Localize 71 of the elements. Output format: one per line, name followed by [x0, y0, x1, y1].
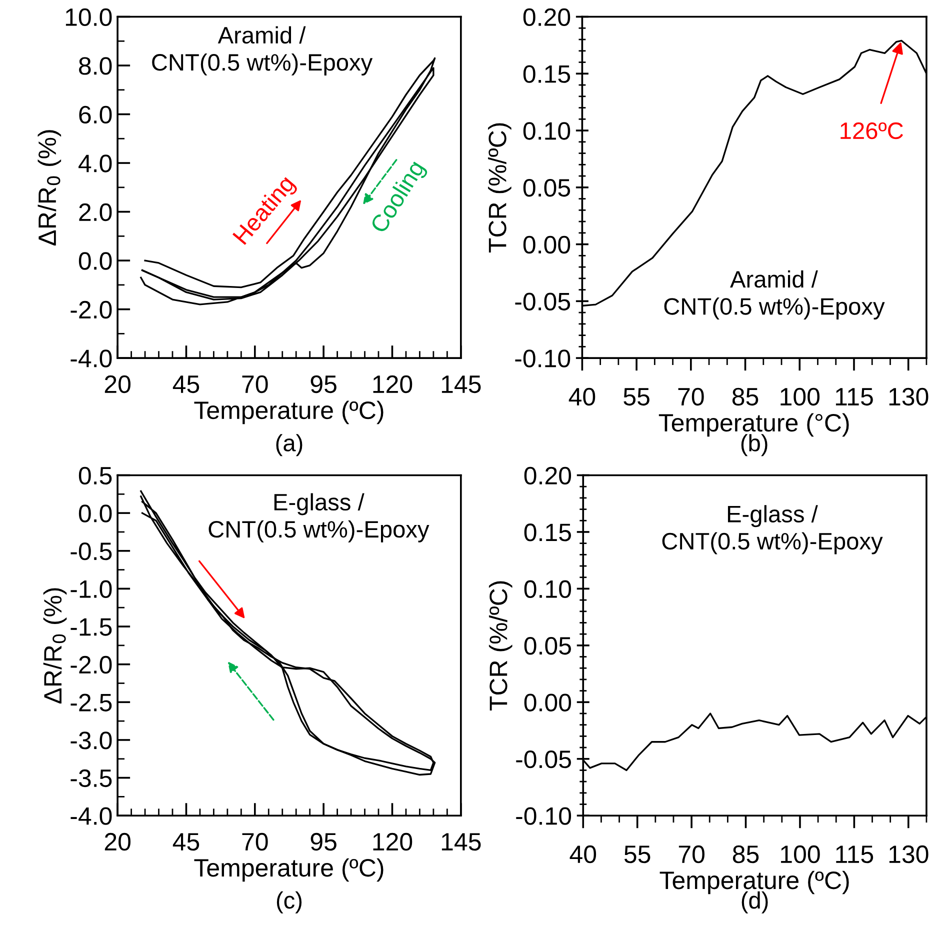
y-tick-label: -4.0 [70, 350, 112, 368]
text: (a) [276, 434, 302, 456]
x-tick-label: 20 [104, 375, 130, 394]
x-tick-label: 95 [310, 832, 336, 851]
annotation: E-glass / CNT(0.5 wt%)-Epoxy [662, 505, 883, 554]
x-tick-label: 45 [172, 376, 200, 394]
y-tick-label: 8.0 [79, 57, 112, 75]
annotation: 126ºC [840, 122, 904, 140]
x-tick-label: 40 [568, 388, 596, 406]
y-tick-label: -2.0 [70, 656, 112, 674]
y-axis-title: ΔR/R$_{0}$ (%) [43, 588, 67, 704]
y-tick-label: 0.5 [78, 466, 112, 485]
x-tick-label: 55 [624, 388, 650, 406]
y-tick-label: 6.0 [79, 106, 112, 124]
y-tick-label: -4.0 [70, 807, 112, 825]
y-tick-label: 0.0 [78, 252, 112, 270]
y-tick-label: -3.0 [70, 732, 112, 750]
x-tick-label: 120 [373, 832, 412, 851]
y-tick-label: -3.5 [70, 769, 112, 788]
x-tick-label: 40 [570, 845, 596, 864]
x-tick-label: 95 [310, 375, 336, 394]
y-axis-title: TCR (%/ºC) [488, 123, 512, 252]
y-tick-label: 0.05 [523, 178, 570, 197]
y-tick-label: 10.0 [66, 8, 112, 26]
x-tick-label: 55 [624, 846, 650, 864]
x-axis-title: Temperature (ºC) [194, 858, 384, 882]
x-tick-label: 100 [781, 845, 820, 864]
text: (c) [276, 891, 302, 914]
x-tick-label: 70 [678, 845, 704, 864]
y-tick-label: -0.10 [515, 350, 570, 368]
x-tick-label: 45 [172, 833, 200, 851]
y-tick-label: -0.5 [70, 542, 112, 560]
x-tick-label: 130 [889, 388, 928, 406]
x-tick-label: 70 [678, 388, 704, 406]
y-tick-label: 0.0 [78, 504, 112, 522]
y-tick-label: 4.0 [78, 154, 112, 172]
y-tick-label: 0.20 [523, 8, 570, 26]
y-tick-label: -2.0 [70, 300, 112, 319]
x-tick-label: 85 [732, 388, 758, 406]
y-tick-label: -0.05 [516, 750, 571, 768]
y-tick-label: 0.10 [523, 122, 570, 140]
x-tick-label: 70 [242, 832, 268, 851]
y-tick-label: 0.10 [524, 580, 572, 598]
x-tick-label: 120 [373, 375, 412, 394]
y-tick-label: -1.5 [70, 618, 112, 636]
y-axis-title: TCR (%/ºC) [488, 581, 512, 711]
x-tick-label: 115 [836, 846, 874, 864]
annotation: Aramid / CNT(0.5 wt%)-Epoxy [664, 270, 885, 320]
annotation: Aramid / CNT(0.5 wt%)-Epoxy [152, 26, 373, 76]
x-tick-label: 130 [889, 845, 928, 864]
y-tick-label: 0.15 [523, 65, 570, 83]
y-tick-label: 2.0 [79, 203, 112, 222]
y-tick-label: 0.00 [524, 694, 572, 712]
x-tick-label: 20 [104, 832, 130, 851]
annotation: E-glass / CNT(0.5 wt%)-Epoxy [208, 493, 430, 542]
y-axis-title: ΔR/R$_{0}$ (%) [38, 130, 62, 246]
x-tick-label: 85 [732, 845, 759, 864]
x-tick-label: 145 [442, 376, 481, 394]
y-tick-label: 0.00 [523, 236, 570, 254]
x-axis-title: Temperature (ºC) [194, 400, 384, 424]
x-tick-label: 145 [442, 833, 481, 851]
x-tick-label: 70 [242, 375, 268, 394]
y-tick-label: 0.05 [524, 637, 571, 655]
y-tick-label: -1.0 [70, 580, 112, 598]
y-tick-label: 0.15 [524, 524, 571, 542]
x-tick-label: 100 [780, 388, 820, 406]
y-tick-label: -0.10 [516, 807, 572, 825]
y-tick-label: -2.5 [70, 694, 112, 712]
y-tick-label: 0.20 [524, 466, 572, 485]
x-tick-label: 115 [836, 388, 873, 406]
y-tick-label: -0.05 [515, 292, 570, 310]
